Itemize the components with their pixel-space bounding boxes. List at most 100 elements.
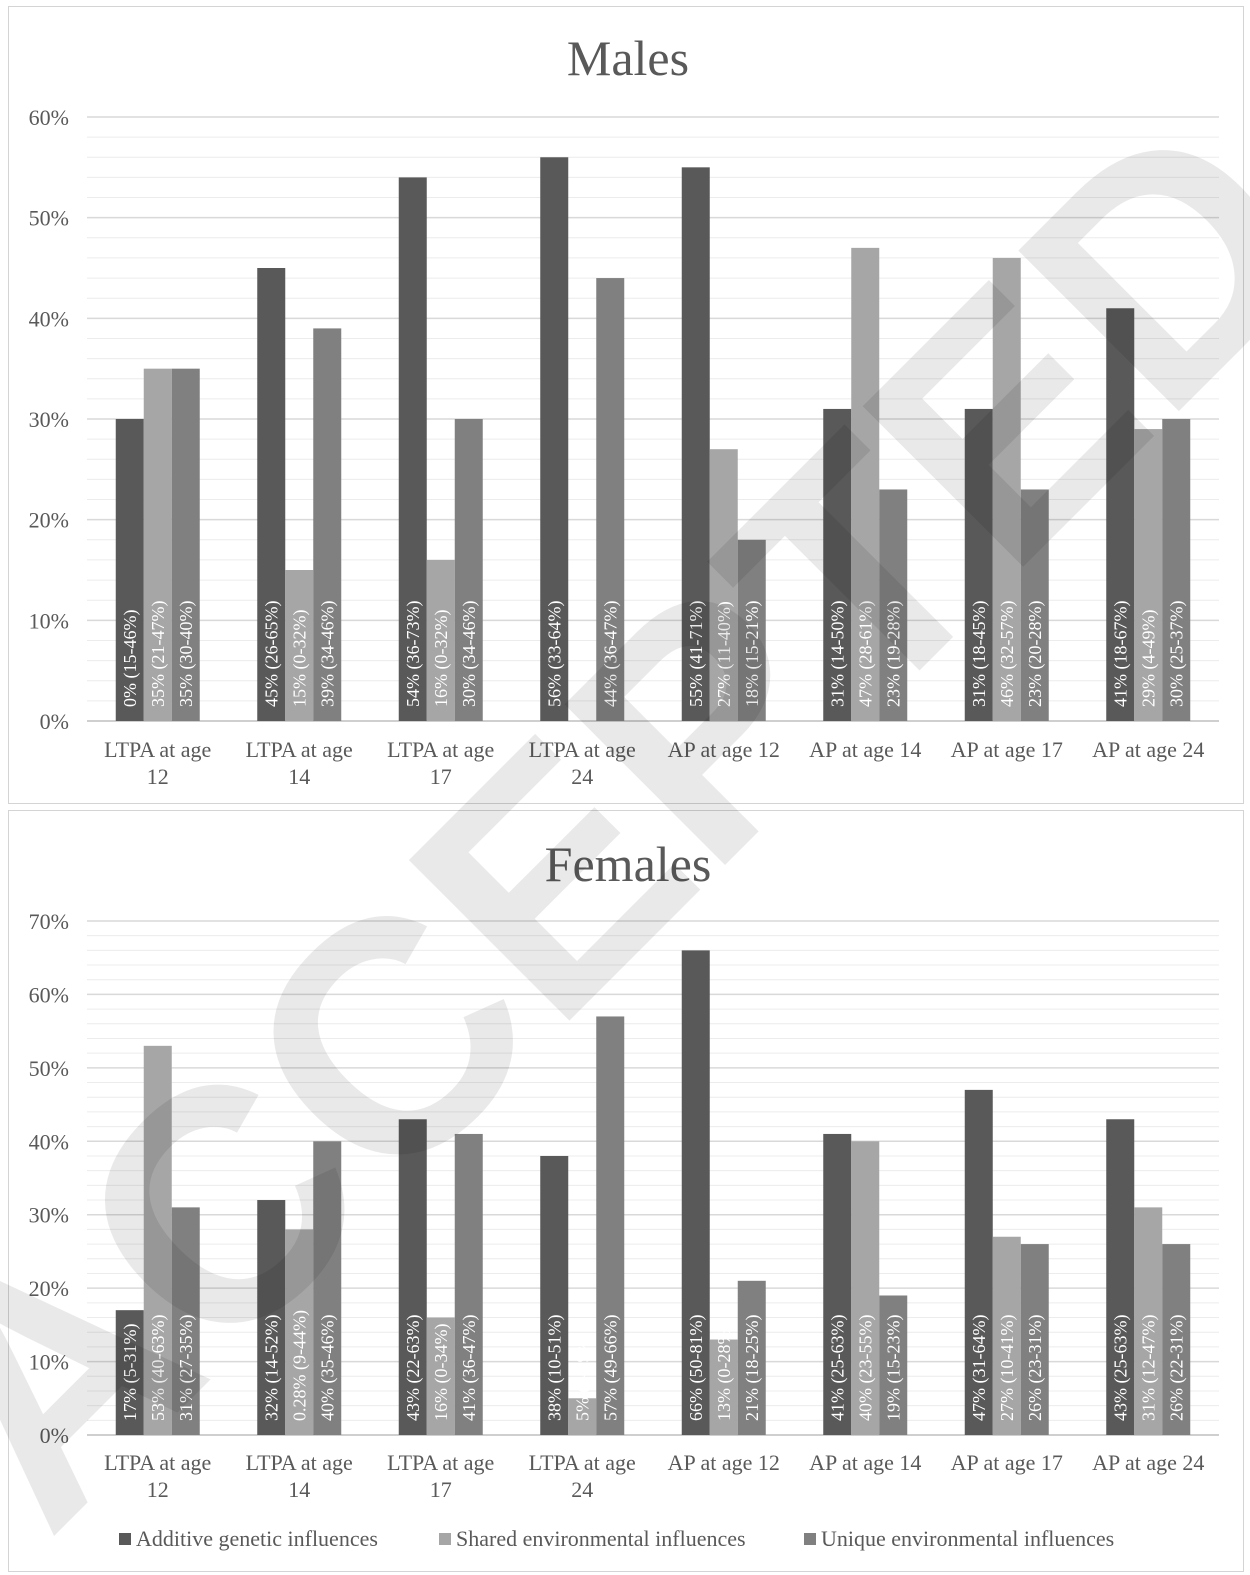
y-tick-label: 50% — [29, 206, 69, 231]
bar-unique-8 — [1162, 419, 1191, 721]
bar-unique-2 — [313, 1141, 342, 1435]
bar-shared-4 — [568, 1398, 597, 1435]
bar-unique-1 — [171, 368, 200, 721]
x-category-label: AP at age 14 — [809, 737, 921, 762]
data-label: 40% (23-55%) — [855, 1315, 876, 1421]
bar-shared-1 — [143, 1045, 172, 1435]
data-label: 16% (0-32%) — [431, 610, 452, 707]
data-label: 56% (33-64%) — [544, 601, 565, 707]
males-chart: Males 0% 10% 20% 30% 40% 50% 60% 0% (15-46%) 35% … — [29, 30, 1219, 789]
data-label: 19% (15-23%) — [883, 1315, 904, 1421]
x-category-label: 17 — [430, 764, 452, 789]
data-label: 21% (18-25%) — [742, 1315, 763, 1421]
females-chart: Females 0% 10% 20% 30% 40% 50% 60% 70% 17% (5-31%… — [29, 836, 1219, 1551]
data-label: 45% (26-65%) — [261, 601, 282, 707]
data-label: 27% (11-40%) — [714, 601, 735, 707]
data-label: 35% (30-40%) — [176, 601, 197, 707]
bar-shared-2 — [285, 570, 314, 721]
x-category-label: LTPA at age — [387, 737, 494, 762]
bar-additive-3 — [398, 1119, 427, 1435]
data-label: 57% (49-66%) — [600, 1315, 621, 1421]
chart-title: Females — [545, 836, 712, 892]
x-category-label: 12 — [147, 1477, 169, 1502]
data-label: 54% (36-73%) — [403, 601, 424, 707]
data-label: 38% (10-51%) — [544, 1315, 565, 1421]
data-label: 27% (10-41%) — [997, 1315, 1018, 1421]
data-label: 43% (25-63%) — [1110, 1315, 1131, 1421]
data-label: 41% (25-63%) — [827, 1315, 848, 1421]
data-label: 46% (32-57%) — [997, 601, 1018, 707]
bar-unique-4 — [596, 278, 625, 721]
legend-swatch-additive — [119, 1533, 131, 1545]
x-category-label: AP at age 12 — [668, 737, 780, 762]
bar-shared-7 — [992, 257, 1021, 721]
x-category-label: AP at age 17 — [951, 1450, 1063, 1475]
data-label: 0.28% (9-44%) — [289, 1310, 310, 1421]
bar-shared-2 — [285, 1229, 314, 1435]
data-label: 31% (18-45%) — [969, 601, 990, 707]
y-tick-label: 40% — [29, 1129, 69, 1154]
x-category-label: 12 — [147, 764, 169, 789]
data-label: 39% (34-46%) — [317, 601, 338, 707]
data-label: 26% (22-31%) — [1166, 1315, 1187, 1421]
males-chart-panel: Males 0% 10% 20% 30% 40% 50% 60% 0% (15-46%) 35% … — [8, 6, 1244, 804]
data-label: 5% (0-29%) — [572, 1333, 593, 1421]
y-tick-label: 30% — [29, 407, 69, 432]
x-category-label: 24 — [571, 764, 593, 789]
bar-additive-6 — [823, 1133, 852, 1435]
y-tick-label: 20% — [29, 1276, 69, 1301]
bar-shared-8 — [1134, 429, 1163, 721]
bar-additive-5 — [681, 950, 710, 1435]
data-label: 16% (0-34%) — [431, 1324, 452, 1421]
y-tick-label: 70% — [29, 909, 69, 934]
x-category-label: LTPA at age — [104, 1450, 211, 1475]
bar-shared-6 — [851, 1141, 880, 1435]
y-tick-label: 60% — [29, 105, 69, 130]
data-label: 30% (25-37%) — [1166, 601, 1187, 707]
x-category-label: LTPA at age — [529, 737, 636, 762]
x-category-label: 24 — [571, 1477, 593, 1502]
bar-additive-8 — [1106, 308, 1135, 721]
bar-additive-4 — [540, 157, 569, 721]
bar-shared-8 — [1134, 1207, 1163, 1435]
y-tick-label: 20% — [29, 508, 69, 533]
data-label: 31% (14-50%) — [827, 601, 848, 707]
x-category-label: AP at age 24 — [1092, 737, 1204, 762]
data-label: 29% (4-49%) — [1138, 610, 1159, 707]
bar-unique-6 — [879, 1295, 908, 1435]
x-category-label: LTPA at age — [529, 1450, 636, 1475]
x-category-label: 17 — [430, 1477, 452, 1502]
data-label: 66% (50-81%) — [686, 1315, 707, 1421]
data-label: 35% (21-47%) — [148, 601, 169, 707]
bar-additive-6 — [823, 408, 852, 721]
bar-shared-3 — [426, 1317, 455, 1435]
x-category-label: LTPA at age — [246, 737, 353, 762]
x-category-label: 14 — [288, 1477, 310, 1502]
legend-label: Shared environmental influences — [456, 1526, 746, 1551]
bar-shared-3 — [426, 559, 455, 721]
data-label: 47% (31-64%) — [969, 1315, 990, 1421]
data-label: 43% (22-63%) — [403, 1315, 424, 1421]
x-category-label: 14 — [288, 764, 310, 789]
bar-additive-3 — [398, 177, 427, 721]
data-label: 41% (18-67%) — [1110, 601, 1131, 707]
bar-shared-6 — [851, 247, 880, 721]
bar-additive-7 — [964, 408, 993, 721]
legend-swatch-shared — [439, 1533, 451, 1545]
data-label: 44% (36-47%) — [600, 601, 621, 707]
data-label: 31% (27-35%) — [176, 1315, 197, 1421]
bar-unique-8 — [1162, 1244, 1191, 1435]
y-tick-label: 0% — [40, 709, 69, 734]
x-category-label: AP at age 24 — [1092, 1450, 1204, 1475]
chart-title: Males — [567, 30, 689, 86]
bar-shared-5 — [709, 449, 738, 721]
bar-shared-5 — [709, 1339, 738, 1435]
data-label: 32% (14-52%) — [261, 1315, 282, 1421]
bar-unique-4 — [596, 1016, 625, 1435]
bar-unique-5 — [737, 1280, 766, 1435]
data-label: 26% (23-31%) — [1025, 1315, 1046, 1421]
data-label: 47% (28-61%) — [855, 601, 876, 707]
bar-unique-1 — [171, 1207, 200, 1435]
x-category-label: LTPA at age — [246, 1450, 353, 1475]
data-label: 53% (40-63%) — [148, 1315, 169, 1421]
